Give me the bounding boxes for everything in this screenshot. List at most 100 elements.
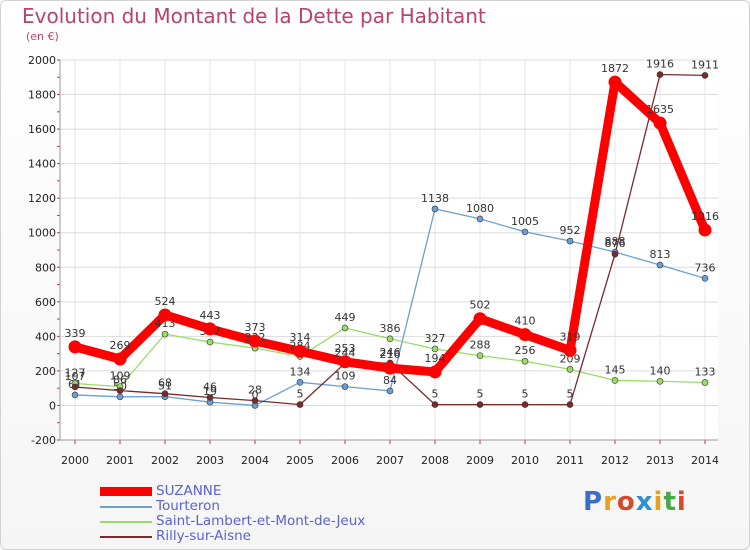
data-label: 28 — [248, 384, 262, 397]
x-tick-label: 2002 — [151, 454, 179, 467]
data-label: 216 — [380, 348, 401, 361]
data-label: 84 — [383, 374, 397, 387]
data-label: 1916 — [646, 58, 674, 71]
data-point — [521, 357, 529, 365]
data-point — [293, 344, 307, 358]
data-label: 386 — [380, 322, 401, 335]
logo-letter: r — [603, 487, 617, 517]
y-tick-label: -200 — [31, 434, 56, 447]
proxiti-logo: Proxiti — [583, 487, 687, 517]
data-label: 51 — [158, 380, 172, 393]
data-point — [161, 330, 169, 338]
data-point — [71, 383, 79, 391]
data-label: 86 — [113, 374, 127, 387]
data-label: 413 — [155, 317, 176, 330]
data-label: 145 — [605, 363, 626, 376]
x-tick-label: 2010 — [511, 454, 539, 467]
data-label: 194 — [425, 352, 446, 365]
data-point — [251, 397, 259, 404]
data-label: 1016 — [691, 210, 719, 223]
data-point — [341, 324, 349, 332]
x-tick-label: 2006 — [331, 454, 359, 467]
data-point — [611, 250, 619, 258]
y-tick-label: 400 — [35, 330, 56, 343]
data-point — [431, 401, 439, 408]
data-label: 269 — [110, 339, 131, 352]
data-point — [386, 335, 394, 343]
data-label: 1138 — [421, 192, 449, 205]
data-label: 5 — [567, 388, 574, 401]
data-point — [608, 75, 622, 89]
data-point — [71, 391, 79, 399]
x-tick-label: 2012 — [601, 454, 629, 467]
data-point — [386, 387, 394, 395]
data-label: 46 — [203, 381, 217, 394]
data-label: 253 — [335, 342, 356, 355]
legend-label: Tourteron — [156, 498, 220, 514]
y-tick-label: 600 — [35, 296, 56, 309]
data-point — [113, 352, 127, 366]
data-label: 410 — [515, 315, 536, 328]
data-point — [518, 328, 532, 342]
data-label: 133 — [695, 365, 716, 378]
logo-letter: t — [663, 487, 677, 517]
data-point — [476, 215, 484, 223]
x-tick-label: 2013 — [646, 454, 674, 467]
data-label: 952 — [560, 224, 581, 237]
y-tick-label: 0 — [49, 399, 56, 412]
data-point — [656, 377, 664, 385]
logo-letter: x — [635, 487, 654, 517]
data-point — [701, 275, 709, 282]
y-tick-label: 2000 — [28, 54, 56, 67]
data-label: 5 — [477, 388, 484, 401]
legend-label: Rilly-sur-Aisne — [156, 528, 251, 544]
data-point — [206, 394, 214, 401]
data-label: 127 — [65, 367, 86, 380]
data-point — [68, 340, 82, 354]
data-point — [473, 312, 487, 326]
logo-letter: i — [653, 487, 664, 517]
data-label: 339 — [65, 327, 86, 340]
data-label: 736 — [695, 261, 716, 274]
data-label: 449 — [335, 311, 356, 324]
data-point — [296, 401, 304, 408]
y-tick-label: 1000 — [28, 227, 56, 240]
legend-swatch — [100, 505, 152, 508]
data-label: 140 — [650, 364, 671, 377]
data-point — [431, 345, 439, 353]
data-label: 319 — [560, 330, 581, 343]
data-label: 314 — [290, 331, 311, 344]
data-label: 288 — [470, 339, 491, 352]
data-point — [566, 401, 574, 408]
data-label: 246 — [380, 346, 401, 359]
x-tick-label: 2003 — [196, 454, 224, 467]
data-point — [698, 223, 712, 237]
data-point — [296, 379, 304, 386]
logo-letter: o — [616, 487, 636, 517]
data-label: 5 — [432, 388, 439, 401]
data-label: 813 — [650, 248, 671, 261]
x-tick-label: 2000 — [61, 454, 89, 467]
data-label: 327 — [425, 332, 446, 345]
data-point — [653, 116, 667, 130]
x-tick-label: 2011 — [556, 454, 584, 467]
data-label: 1872 — [601, 62, 629, 75]
data-label: 888 — [605, 235, 626, 248]
data-label: 109 — [335, 370, 356, 383]
data-label: 109 — [110, 370, 131, 383]
data-label: 1080 — [466, 202, 494, 215]
data-point — [341, 383, 349, 390]
data-point — [431, 205, 439, 213]
legend-swatch — [100, 520, 152, 523]
legend-item: Saint-Lambert-et-Mont-de-Jeux — [100, 514, 365, 529]
data-label: 1005 — [511, 215, 539, 228]
data-point — [428, 365, 442, 379]
data-point — [158, 308, 172, 322]
data-label: 443 — [200, 309, 221, 322]
data-label: 256 — [515, 344, 536, 357]
data-label: 502 — [470, 299, 491, 312]
x-tick-label: 2004 — [241, 454, 269, 467]
data-point — [248, 334, 262, 348]
data-point — [116, 393, 124, 401]
